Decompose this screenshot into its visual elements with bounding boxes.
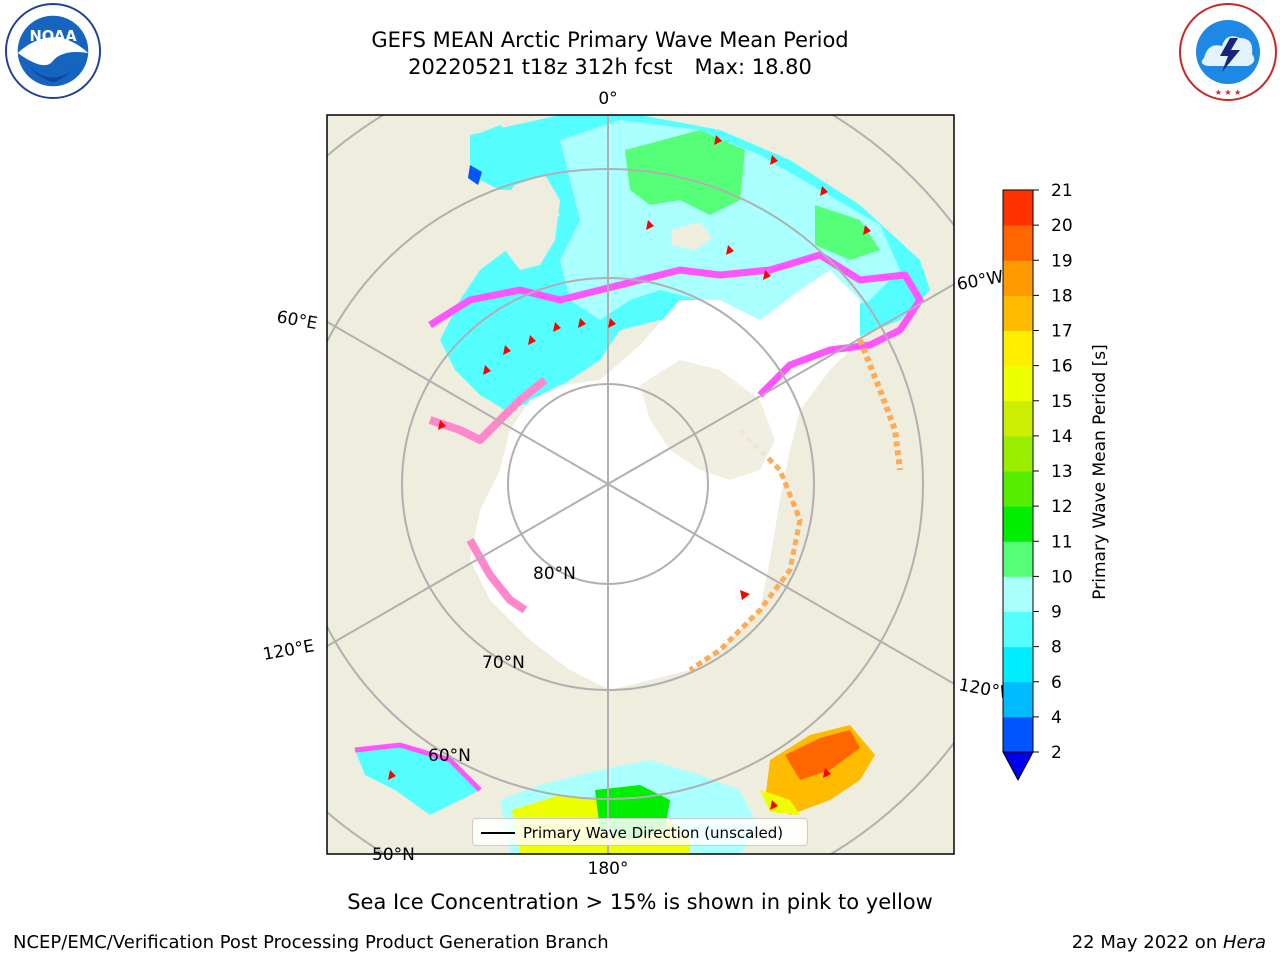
map-subtitle: 20220521 t18z 312h fcst Max: 18.80 [240,54,980,80]
forecast-date: 20220521 t18z 312h fcst [408,55,673,79]
lat-label-60n: 60°N [428,746,471,766]
colorbar-segment [1003,225,1033,261]
colorbar-tick-label: 21 [1051,181,1073,201]
colorbar-segment [1003,471,1033,507]
wave-field-baltic [475,125,520,180]
colorbar-tick-label: 11 [1051,532,1073,552]
colorbar-segment [1003,260,1033,296]
colorbar-segment [1003,330,1033,367]
footer-date: 22 May 2022 on Hera [1072,932,1266,953]
colorbar-segment [1003,435,1033,472]
legend-line-swatch [481,832,515,834]
wave-direction-legend: Primary Wave Direction (unscaled) [472,818,808,846]
lon-label-0: 0° [598,89,617,109]
colorbar-segment [1003,295,1033,331]
lon-label-60w: 60°W [955,267,1005,295]
svg-text:★ ★ ★: ★ ★ ★ [1215,88,1242,97]
lat-label-50n: 50°N [372,845,415,865]
map-frame [326,114,955,855]
colorbar-segment [1003,365,1033,402]
colorbar-tick-label: 8 [1051,638,1062,658]
footer-host: Hera [1222,932,1266,953]
colorbar-tick-label: 12 [1051,497,1073,517]
wave-direction-arrows [388,135,871,810]
lat-label-70n: 70°N [482,653,525,673]
noaa-logo: NOAA [4,2,102,100]
colorbar-tick-label: 4 [1051,708,1062,728]
colorbar-segment [1003,646,1033,683]
colorbar-tick-label: 20 [1051,216,1073,236]
footer-date-text: 22 May 2022 on [1071,932,1223,953]
land-scandinavia [495,175,560,270]
land-novaya-zemlya [672,222,712,250]
colorbar: 2 4 6 8 9 10 11 12 13 14 15 16 17 18 19 20 21 [1002,181,1073,782]
colorbar-tick-label: 16 [1051,357,1073,377]
lat-label-80n: 80°N [533,564,576,584]
colorbar-tick-label: 17 [1051,322,1073,342]
map-title: GEFS MEAN Arctic Primary Wave Mean Perio… [371,28,849,52]
footer-credit: NCEP/EMC/Verification Post Processing Pr… [13,932,609,953]
arctic-sea-ice [470,270,860,690]
graticule [327,115,954,854]
max-value: Max: 18.80 [694,55,812,79]
map-panel [327,115,954,854]
colorbar-tick-label: 2 [1051,743,1062,763]
colorbar-tick-label: 18 [1051,286,1073,306]
colorbar-tick-label: 13 [1051,462,1073,482]
colorbar-tick-label: 14 [1051,427,1073,447]
colorbar-under-extension [1002,751,1034,782]
colorbar-label: Primary Wave Mean Period [s] [1090,344,1110,599]
colorbar-segment [1003,541,1033,577]
colorbar-segment [1003,576,1033,612]
colorbar-tick-label: 6 [1051,673,1062,693]
colorbar-tick-label: 15 [1051,392,1073,412]
colorbar-segment [1003,400,1033,437]
colorbar-segment [1003,506,1033,542]
colorbar-tick-label: 19 [1051,251,1073,271]
wave-field-sea-of-okhotsk [355,745,480,815]
colorbar-segment [1003,190,1033,226]
land-canadian-archipelago [640,360,775,480]
colorbar-tick-label: 10 [1051,567,1073,587]
colorbar-segment [1003,681,1033,718]
colorbar-segment [1003,611,1033,648]
lon-label-60e: 60°E [275,307,319,334]
legend-label: Primary Wave Direction (unscaled) [523,824,784,842]
noaa-logo-text: NOAA [29,28,77,45]
lon-label-120e: 120°E [261,636,315,665]
wave-field-norwegian-sea [625,130,745,215]
ice-edge-band [428,251,924,398]
nws-logo: ★ ★ ★ [1179,3,1277,101]
colorbar-tick-label: 9 [1051,603,1062,623]
lon-label-180: 180° [588,859,629,879]
colorbar-segment [1003,716,1033,753]
wave-field-barents [815,205,880,260]
sea-ice-note: Sea Ice Concentration > 15% is shown in … [347,890,933,914]
